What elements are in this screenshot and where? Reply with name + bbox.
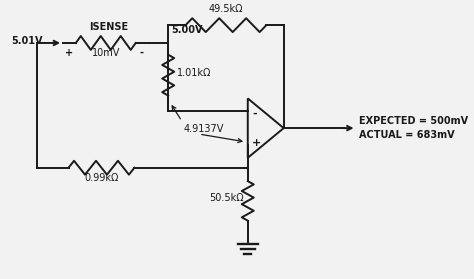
Text: EXPECTED = 500mV: EXPECTED = 500mV [359,116,468,126]
Text: +: + [252,138,261,148]
Text: 50.5kΩ: 50.5kΩ [209,193,244,203]
Text: 1.01kΩ: 1.01kΩ [177,68,211,78]
Text: ACTUAL = 683mV: ACTUAL = 683mV [359,130,455,140]
Text: 10mV: 10mV [91,48,120,58]
Text: +: + [64,48,73,58]
Text: 5.01V: 5.01V [12,36,43,46]
Text: -: - [140,48,144,58]
Text: -: - [252,108,256,118]
Text: 49.5kΩ: 49.5kΩ [209,4,243,14]
Text: 5.00V: 5.00V [171,25,202,35]
Text: ISENSE: ISENSE [89,22,128,32]
Text: 0.99kΩ: 0.99kΩ [84,173,118,182]
Text: 4.9137V: 4.9137V [183,124,224,134]
